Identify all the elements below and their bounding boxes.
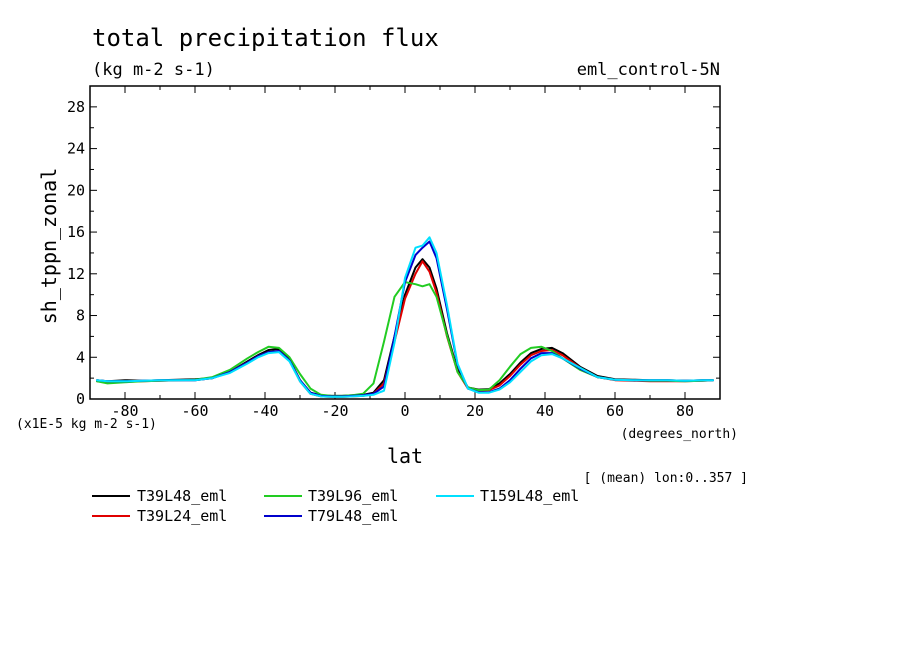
legend-label: T79L48_eml [308, 507, 398, 525]
x-tick-label: 60 [606, 402, 624, 420]
legend-entry-t159l48: T159L48_eml [436, 487, 579, 505]
axis-ticks [89, 85, 721, 400]
chart-units: (kg m-2 s-1) [92, 60, 215, 80]
legend-entry-t39l48: T39L48_eml [92, 487, 227, 505]
chart-title: total precipitation flux [92, 24, 439, 52]
y-axis-label: sh_tppn_zonal [37, 168, 61, 325]
x-tick-label: 80 [676, 402, 694, 420]
plot-frame [89, 85, 721, 400]
y-tick-label: 4 [76, 348, 85, 366]
series-line-t79l48-eml [96, 240, 714, 398]
series-lines [96, 236, 714, 398]
y-tick-label: 28 [67, 98, 85, 116]
y-tick-label: 16 [67, 223, 85, 241]
x-units-label: (degrees_north) [621, 427, 738, 442]
legend-entry-t79l48: T79L48_eml [264, 507, 398, 525]
y-tick-label: 12 [67, 265, 85, 283]
x-tick-label: -80 [111, 402, 138, 420]
legend: T39L48_eml T39L24_eml T39L96_eml T79L48_… [92, 487, 579, 525]
x-tick-label: -60 [181, 402, 208, 420]
tick-labels: -80 -60 -40 -20 0 20 40 60 80 0 4 8 12 16 20 24 28 [67, 98, 694, 420]
legend-label: T159L48_eml [480, 487, 579, 505]
legend-label: T39L24_eml [137, 507, 227, 525]
x-tick-label: 0 [400, 402, 409, 420]
legend-entry-t39l96: T39L96_eml [264, 487, 398, 505]
legend-label: T39L96_eml [308, 487, 398, 505]
x-axis-label: lat [387, 444, 423, 468]
x-tick-label: -40 [251, 402, 278, 420]
x-tick-label: 40 [536, 402, 554, 420]
y-tick-label: 20 [67, 181, 85, 199]
y-scale-label: (x1E-5 kg m-2 s-1) [16, 417, 157, 432]
y-tick-label: 8 [76, 307, 85, 325]
y-tick-label: 24 [67, 140, 85, 158]
legend-entry-t39l24: T39L24_eml [92, 507, 227, 525]
x-tick-label: -20 [321, 402, 348, 420]
series-line-t159l48-eml [96, 236, 714, 398]
footnote: [ (mean) lon:0..357 ] [584, 471, 748, 486]
experiment-label: eml_control-5N [577, 60, 720, 80]
x-tick-label: 20 [466, 402, 484, 420]
y-tick-label: 0 [76, 390, 85, 408]
legend-label: T39L48_eml [137, 487, 227, 505]
